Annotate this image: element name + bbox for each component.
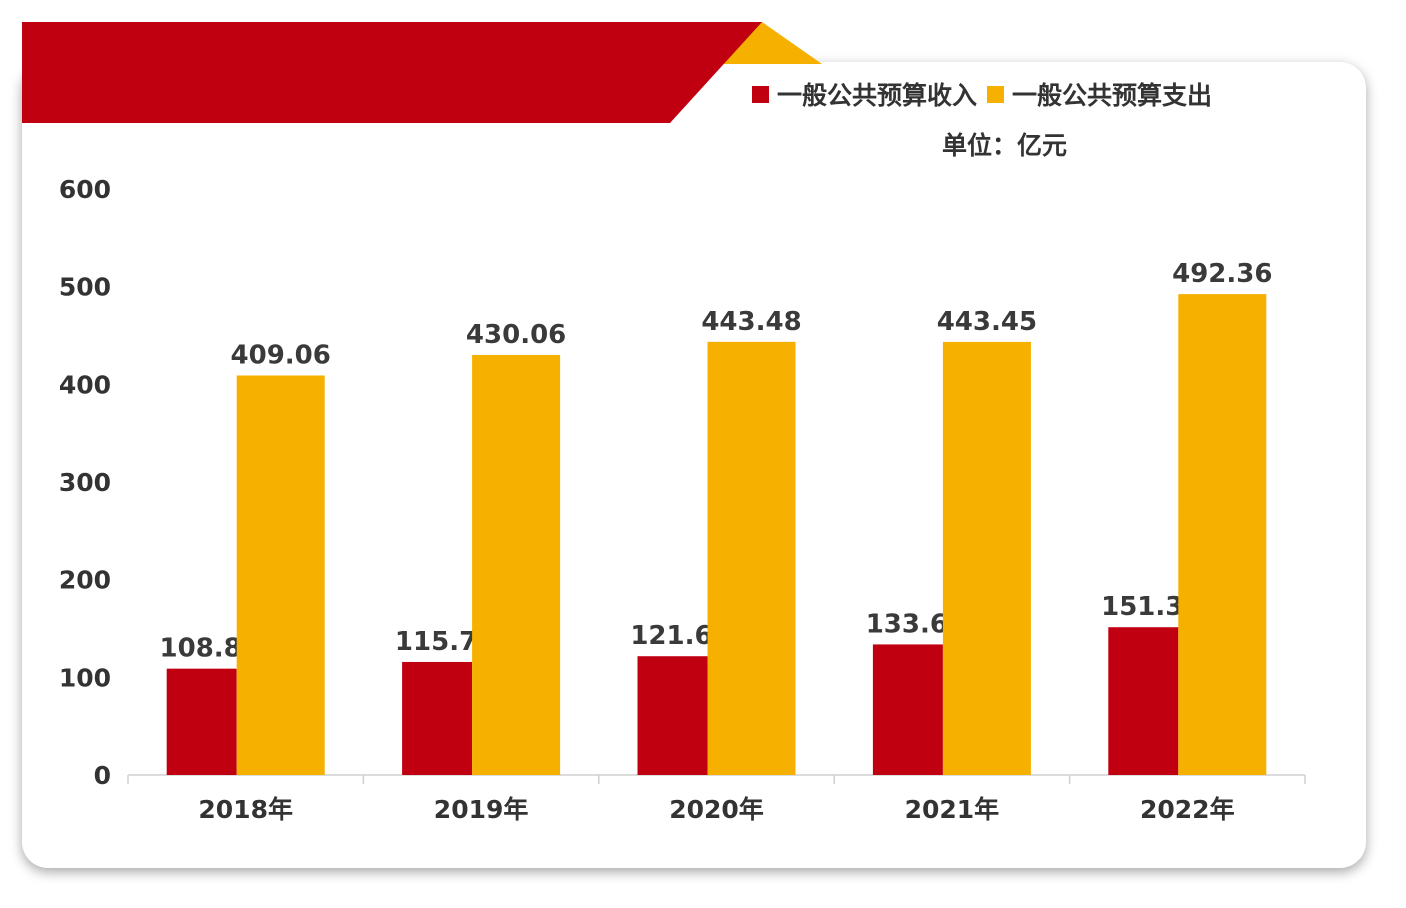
- income-bar: [1108, 627, 1179, 775]
- legend-swatch-income: [752, 85, 769, 103]
- x-tick-label: 2020年: [669, 795, 764, 824]
- expense-data-label: 443.48: [701, 307, 801, 337]
- income-bar: [872, 644, 943, 775]
- expense-bar: [707, 341, 796, 775]
- legend-label-income: 一般公共预算收入: [777, 81, 978, 110]
- income-bar: [402, 661, 473, 775]
- y-tick-label: 300: [59, 468, 111, 497]
- expense-data-label: 443.45: [937, 307, 1037, 337]
- expense-bar: [472, 354, 561, 775]
- legend-label-expense: 一般公共预算支出: [1012, 81, 1213, 110]
- income-bar: [637, 656, 708, 775]
- y-tick-label: 200: [59, 566, 111, 595]
- legend-swatch-expense: [987, 85, 1005, 103]
- income-bar: [166, 668, 237, 775]
- x-tick-label: 2022年: [1140, 795, 1235, 824]
- x-tick-label: 2018年: [198, 795, 293, 824]
- expense-data-label: 492.36: [1172, 259, 1272, 289]
- expense-bar: [1178, 294, 1267, 775]
- legend-item-income: 一般公共预算收入: [752, 76, 977, 112]
- expense-data-label: 409.06: [231, 340, 331, 370]
- x-tick-label: 2019年: [434, 795, 529, 824]
- y-tick-label: 600: [59, 175, 111, 204]
- expense-bar: [236, 375, 325, 775]
- y-tick-label: 0: [94, 761, 111, 790]
- unit-label: 单位：亿元: [942, 131, 1068, 160]
- y-tick-label: 500: [59, 273, 111, 302]
- y-tick-label: 100: [59, 663, 111, 692]
- x-tick-label: 2021年: [905, 795, 1000, 824]
- chart-legend: 一般公共预算收入 一般公共预算支出: [752, 76, 1222, 112]
- expense-data-label: 430.06: [466, 320, 566, 350]
- legend-item-expense: 一般公共预算支出: [987, 76, 1212, 112]
- expense-bar: [942, 341, 1031, 775]
- y-tick-label: 400: [59, 370, 111, 399]
